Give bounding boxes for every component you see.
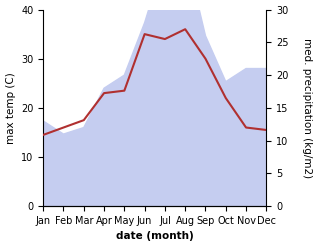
Y-axis label: max temp (C): max temp (C) (5, 72, 16, 144)
Y-axis label: med. precipitation (kg/m2): med. precipitation (kg/m2) (302, 38, 313, 178)
X-axis label: date (month): date (month) (116, 231, 194, 242)
